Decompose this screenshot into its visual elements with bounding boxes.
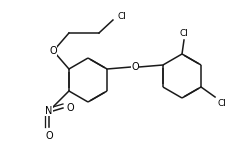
Text: Cl: Cl — [180, 29, 188, 37]
Text: Cl: Cl — [118, 12, 126, 21]
Text: O: O — [66, 103, 74, 113]
Text: N: N — [45, 106, 53, 116]
Text: O: O — [131, 62, 139, 72]
Text: Cl: Cl — [218, 99, 227, 107]
Text: O: O — [45, 131, 53, 141]
Text: O: O — [49, 46, 57, 56]
